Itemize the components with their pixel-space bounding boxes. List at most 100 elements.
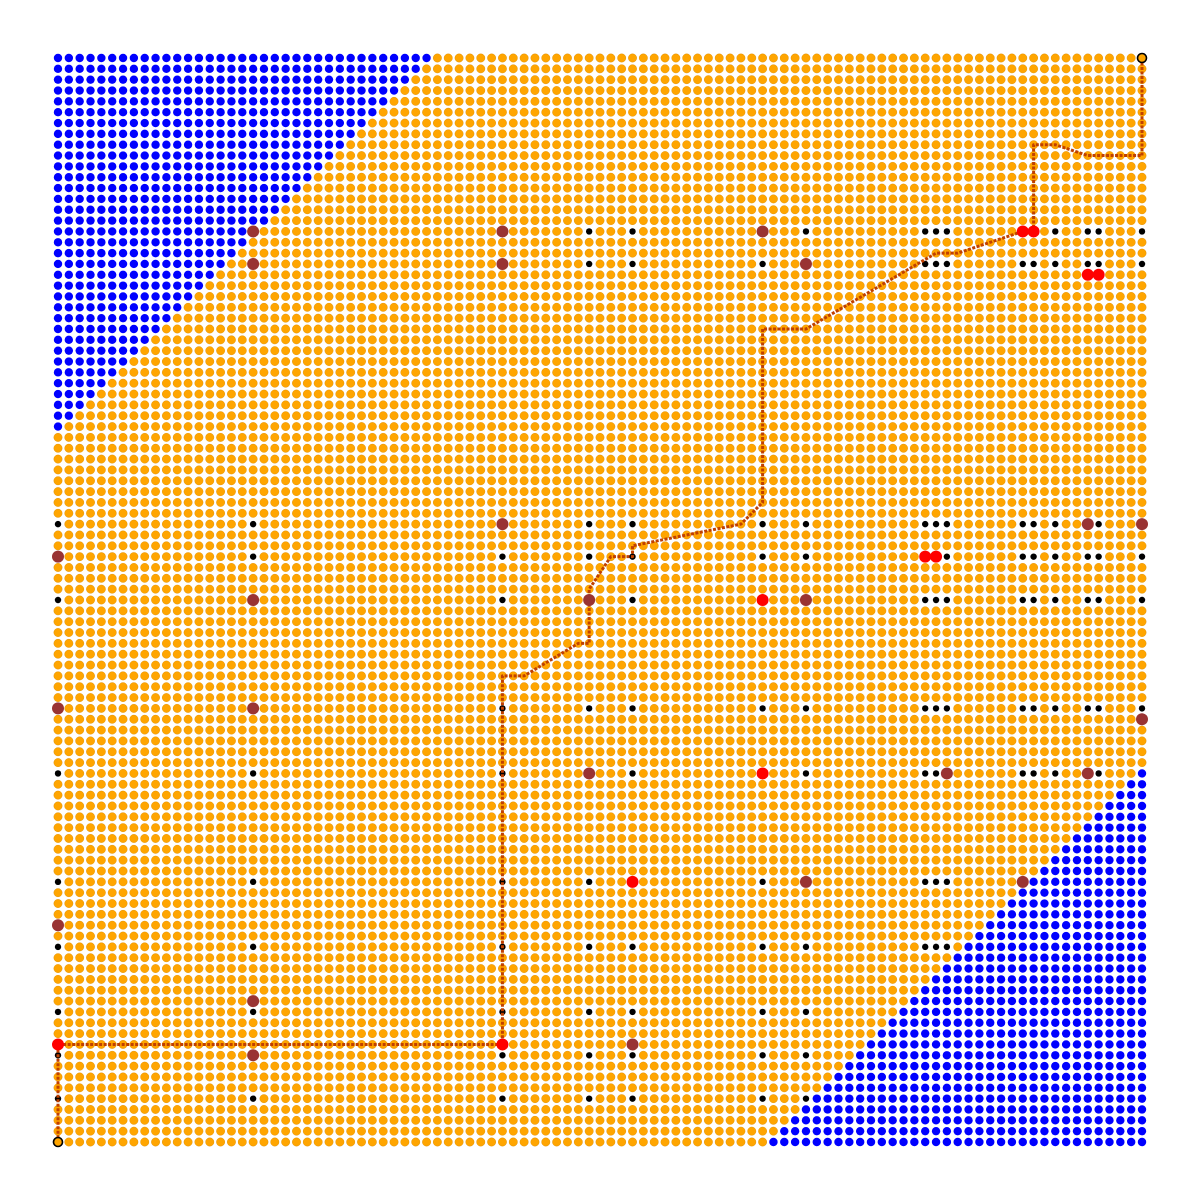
explored-cell [53,541,63,551]
unexplored-cell [86,75,95,84]
explored-cell [194,411,204,421]
explored-cell [736,281,746,291]
unexplored-cell [227,118,236,128]
unexplored-cell [205,118,214,128]
explored-cell [400,161,410,171]
explored-cell [595,64,605,74]
explored-cell [508,378,518,388]
explored-cell [508,86,518,95]
explored-cell [1126,367,1136,377]
explored-cell [1050,573,1060,583]
explored-cell [476,367,486,377]
explored-cell [909,248,919,258]
explored-cell [1018,541,1028,551]
explored-cell [573,378,583,388]
explored-cell [248,378,258,388]
explored-cell [389,443,399,453]
explored-cell [888,151,898,160]
explored-cell [660,183,670,193]
explored-cell [617,476,627,486]
explored-cell [270,432,280,442]
unexplored-cell [140,151,149,160]
explored-cell [530,53,540,63]
explored-cell [769,64,778,74]
unexplored-cell [183,281,193,290]
explored-cell [931,389,941,399]
explored-cell [638,53,648,63]
explored-cell [487,161,496,171]
explored-cell [638,411,648,421]
explored-cell [769,389,778,399]
explored-cell [563,292,572,301]
explored-cell [519,118,529,128]
explored-cell [985,411,995,421]
unexplored-cell [292,183,301,193]
explored-cell [454,216,464,226]
explored-cell [1040,573,1049,583]
explored-cell [812,487,822,496]
explored-cell [823,172,833,182]
explored-cell [563,270,572,280]
explored-cell [975,422,984,431]
unexplored-cell [357,97,366,106]
unexplored-cell [75,205,84,214]
explored-cell [1040,313,1049,323]
explored-cell [638,107,648,117]
unexplored-cell [75,97,84,106]
explored-cell [64,454,74,464]
explored-cell [563,552,572,562]
unexplored-cell [368,53,377,63]
unexplored-cell [118,313,128,323]
explored-cell [313,465,323,475]
explored-cell [161,400,171,410]
unexplored-cell [140,292,149,301]
explored-cell [790,563,800,572]
explored-cell [617,443,627,453]
unexplored-cell [205,227,214,236]
explored-cell [1040,541,1049,551]
explored-cell [140,498,150,507]
explored-cell [877,75,887,85]
explored-cell [259,313,269,323]
explored-cell [541,411,551,421]
explored-cell [118,432,128,442]
explored-cell [1115,129,1125,139]
explored-cell [1137,205,1147,215]
unexplored-cell [118,216,128,225]
explored-cell [606,292,616,301]
explored-cell [920,194,930,204]
explored-cell [606,346,616,356]
obstacle-cell [802,553,810,560]
explored-cell [725,96,735,106]
explored-cell [1094,161,1104,171]
explored-cell [1050,498,1060,507]
explored-cell [259,519,269,529]
explored-cell [237,465,247,475]
explored-cell [899,411,908,421]
explored-cell [53,563,63,572]
explored-cell [996,151,1006,160]
explored-cell [1029,454,1039,464]
explored-cell [1083,389,1093,399]
explored-cell [866,324,876,334]
explored-cell [552,64,562,74]
explored-cell [877,530,887,540]
explored-cell [378,161,388,171]
explored-cell [1029,411,1039,421]
explored-cell [693,346,702,356]
explored-cell [779,378,789,388]
explored-cell [248,498,258,507]
explored-cell [606,476,616,486]
unexplored-cell [270,118,279,128]
explored-cell [508,205,518,215]
explored-cell [389,183,399,193]
explored-cell [714,346,724,356]
explored-cell [573,281,583,291]
explored-cell [259,552,269,562]
explored-cell [411,476,421,486]
unexplored-cell [64,205,74,214]
explored-cell [498,64,507,74]
explored-cell [671,378,681,388]
explored-cell [758,194,767,204]
explored-cell [487,573,496,583]
